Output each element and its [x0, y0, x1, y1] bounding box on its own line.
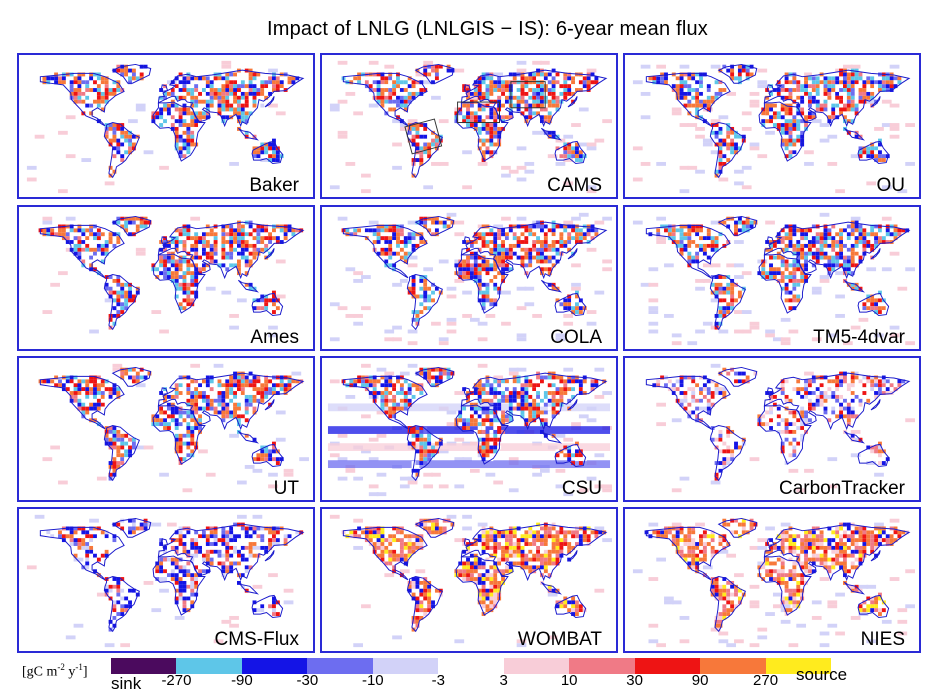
colorbar-tick-label: 10 — [560, 672, 578, 689]
panel-label: CarbonTracker — [778, 478, 905, 499]
map-panel-carbontracker: CarbonTracker — [623, 356, 921, 502]
panel-label: TM5-4dvar — [813, 327, 905, 348]
map-panel-cams: CAMS — [320, 53, 618, 199]
colorbar-swatch — [176, 658, 242, 674]
panel-label: UT — [273, 478, 299, 499]
colorbar-swatch — [307, 658, 373, 674]
flux-map — [329, 514, 612, 648]
colorbar-legend: [gC m-2 y-1] -270 -90 -30 -10 -3 3 10 30 90 270 s… — [0, 652, 940, 699]
map-panel-ames: Ames — [17, 205, 315, 351]
flux-map — [38, 363, 309, 493]
colorbar-tick-label: 30 — [626, 672, 643, 689]
flux-map — [26, 514, 305, 648]
colorbar-swatch — [634, 658, 701, 674]
colorbar — [111, 658, 831, 674]
flux-map — [327, 363, 612, 497]
colorbar-swatch — [765, 658, 831, 674]
colorbar-tick-label: -90 — [231, 672, 253, 689]
panel-label: COLA — [550, 327, 602, 348]
flux-map — [329, 60, 612, 194]
colorbar-tick-label: -270 — [161, 672, 192, 689]
flux-map — [26, 60, 305, 194]
colorbar-tick-label: -30 — [296, 672, 319, 689]
colorbar-swatch — [111, 658, 177, 674]
flux-map — [644, 363, 915, 493]
panel-label: NIES — [860, 629, 905, 650]
panel-label: Baker — [249, 175, 299, 196]
legend-units: [gC m-2 y-1] — [22, 662, 88, 680]
colorbar-swatch — [569, 658, 635, 674]
panel-label: Ames — [250, 327, 299, 348]
colorbar-tick-label: 270 — [753, 672, 779, 689]
map-panel-csu: CSU — [320, 356, 618, 502]
colorbar-tick-label: -3 — [431, 672, 445, 689]
panel-label: CMS-Flux — [214, 629, 299, 650]
colorbar-tick-label: 90 — [691, 672, 709, 689]
panel-label: WOMBAT — [517, 629, 602, 650]
sink-label: sink — [111, 674, 142, 693]
colorbar-tick-label: 3 — [499, 672, 508, 689]
map-panel-ou: OU — [623, 53, 921, 199]
colorbar-swatch — [372, 658, 439, 674]
flux-map — [329, 212, 612, 346]
panel-label: CAMS — [547, 175, 602, 196]
flux-map — [632, 63, 915, 194]
map-panel-baker: Baker — [17, 53, 315, 199]
map-panel-wombat: WOMBAT — [320, 507, 618, 653]
figure-title: Impact of LNLG (LNLGIS − IS): 6-year mea… — [266, 18, 709, 40]
colorbar-tick-label: -10 — [361, 672, 384, 689]
source-label: source — [796, 665, 848, 684]
map-panel-tm5-4dvar: TM5-4dvar — [623, 205, 921, 351]
colorbar-swatch — [241, 658, 308, 674]
map-panel-cola: COLA — [320, 205, 618, 351]
colorbar-swatch — [503, 658, 570, 674]
colorbar-swatch — [700, 658, 766, 674]
map-panel-cms-flux: CMS-Flux — [17, 507, 315, 653]
flux-map — [632, 212, 915, 346]
colorbar-swatch — [438, 658, 504, 674]
panel-label: OU — [876, 175, 906, 196]
flux-map — [632, 517, 915, 648]
map-panel-ut: UT — [17, 356, 315, 502]
panel-label: CSU — [561, 478, 602, 499]
map-panel-nies: NIES — [623, 507, 921, 653]
flux-map — [38, 215, 305, 338]
